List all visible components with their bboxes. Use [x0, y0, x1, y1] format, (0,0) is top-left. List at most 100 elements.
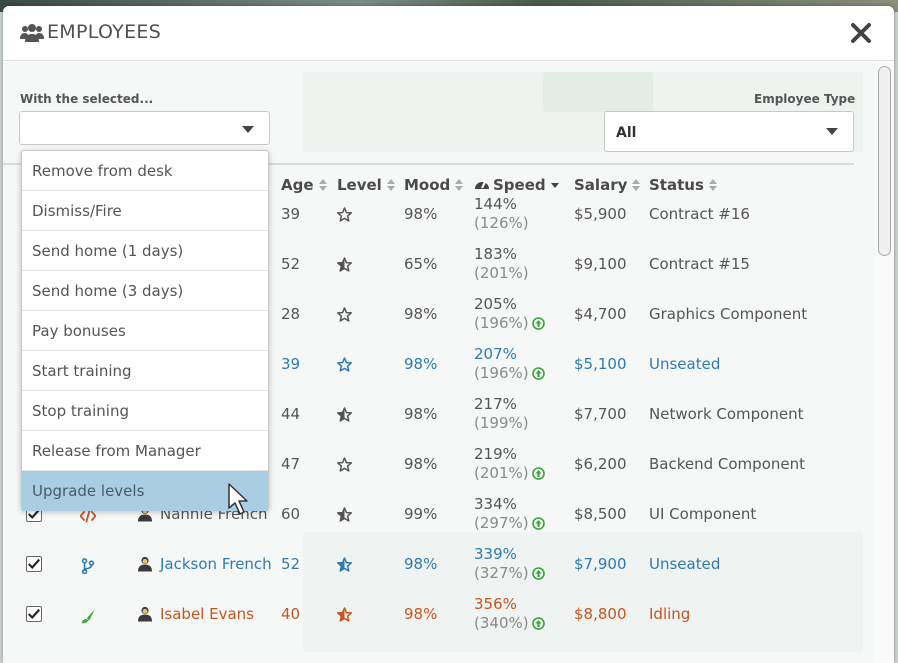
table-row[interactable]: 52 65% 183% (201%) $9,100 Contract #15 [3, 244, 854, 294]
employee-speed: 144% (126%) [474, 195, 529, 233]
speed-base: (196%) [474, 314, 529, 332]
employee-speed: 205% (196%) [474, 295, 545, 333]
speed-base: (340%) [474, 614, 529, 632]
employee-mood: 98% [404, 405, 438, 423]
checkmark-icon [28, 558, 41, 570]
employee-status: Contract #16 [649, 205, 750, 223]
row-checkbox[interactable] [26, 556, 42, 572]
speedometer-icon [475, 181, 489, 189]
branch-icon [81, 558, 95, 574]
table-row[interactable]: 28 98% 205% (196%) $4,700 Graphics Component [3, 294, 854, 344]
menu-item-send-home-3-days[interactable]: Send home (3 days) [22, 271, 268, 311]
level-star-icon [337, 407, 352, 422]
level-star-icon [337, 557, 352, 572]
menu-item-upgrade-levels[interactable]: Upgrade levels [22, 471, 268, 511]
close-icon[interactable] [849, 21, 873, 45]
employee-status: Unseated [649, 355, 721, 373]
speed-base: (199%) [474, 414, 529, 432]
level-star-icon [337, 457, 352, 472]
arrow-up-circle-icon [531, 367, 545, 380]
level-star-icon [337, 257, 352, 272]
level-star-icon [337, 307, 352, 322]
employee-mood: 98% [404, 455, 438, 473]
employee-mood: 98% [404, 355, 438, 373]
table-row[interactable]: 39 98% 144% (126%) $5,900 Contract #16 [3, 194, 854, 244]
table-row[interactable]: Isabel Evans 40 98% 356% (340%) $8,800 Idling [3, 594, 854, 644]
table-row[interactable]: 44 98% 217% (199%) $7,700 Network Component [3, 394, 854, 444]
employee-age: 28 [281, 305, 301, 323]
employee-name[interactable]: Isabel Evans [160, 605, 254, 623]
employee-avatar-icon [138, 556, 152, 572]
level-star-icon [337, 207, 352, 222]
employee-name[interactable]: Jackson French [160, 555, 272, 573]
employee-mood: 98% [404, 555, 438, 573]
table-row[interactable]: Jackson French 52 98% 339% (327%) $7,900 Unsea… [3, 544, 854, 594]
menu-item-remove-from-desk[interactable]: Remove from desk [22, 151, 268, 191]
column-header-level[interactable]: Level [337, 176, 395, 194]
speed-value: 356% [474, 595, 517, 613]
with-selected-dropdown[interactable] [19, 111, 270, 145]
employee-speed: 334% (297%) [474, 495, 545, 533]
table-row[interactable]: 39 98% 207% (196%) $5,100 Unseated [3, 344, 854, 394]
column-header-salary[interactable]: Salary [574, 176, 641, 194]
menu-item-stop-training[interactable]: Stop training [22, 391, 268, 431]
speed-value: 219% [474, 445, 517, 463]
sort-desc-icon [550, 183, 559, 188]
table-row[interactable]: 368% [3, 644, 854, 663]
speed-value: 144% [474, 195, 517, 213]
employee-speed: 356% (340%) [474, 595, 545, 633]
table-row[interactable]: 47 98% 219% (201%) $6,200 Backend Component [3, 444, 854, 494]
speed-value: 339% [474, 545, 517, 563]
column-header-speed[interactable]: Speed [474, 176, 559, 194]
employee-speed: 207% (196%) [474, 345, 545, 383]
menu-item-start-training[interactable]: Start training [22, 351, 268, 391]
users-icon [20, 24, 44, 42]
menu-item-release-from-manager[interactable]: Release from Manager [22, 431, 268, 471]
employee-mood: 98% [404, 305, 438, 323]
employee-salary: $5,900 [574, 205, 627, 223]
checkmark-icon [28, 508, 41, 520]
speed-base: (126%) [474, 214, 529, 232]
menu-item-pay-bonuses[interactable]: Pay bonuses [22, 311, 268, 351]
employee-status: Graphics Component [649, 305, 808, 323]
sort-icon [386, 179, 395, 191]
column-header-age[interactable]: Age [281, 176, 327, 194]
speed-value: 217% [474, 395, 517, 413]
employee-salary: $7,700 [574, 405, 627, 423]
employee-type-value: All [616, 125, 637, 141]
speed-value: 205% [474, 295, 517, 313]
speed-value: 183% [474, 245, 517, 263]
employee-age: 39 [281, 355, 301, 373]
arrow-up-circle-icon [531, 617, 545, 630]
with-selected-label: With the selected... [20, 92, 154, 106]
window-title: EMPLOYEES [47, 21, 162, 43]
column-header-mood[interactable]: Mood [404, 176, 464, 194]
menu-item-send-home-1-day[interactable]: Send home (1 days) [22, 231, 268, 271]
employee-type-label: Employee Type [754, 92, 856, 106]
code-icon [80, 509, 96, 523]
employee-status: Backend Component [649, 455, 805, 473]
column-header-status[interactable]: Status [649, 176, 717, 194]
speed-base: (201%) [474, 264, 529, 282]
employee-salary: $9,100 [574, 255, 627, 273]
employee-mood: 99% [404, 505, 438, 523]
table-header-divider [3, 163, 854, 165]
employee-mood: 98% [404, 205, 438, 223]
menu-item-dismiss-fire[interactable]: Dismiss/Fire [22, 191, 268, 231]
employee-age: 44 [281, 405, 301, 423]
employees-window: EMPLOYEES With the selected... Employee … [3, 6, 894, 663]
employee-type-select[interactable]: All [604, 111, 854, 152]
employee-age: 39 [281, 205, 301, 223]
employee-age: 40 [281, 605, 301, 623]
speed-base: (297%) [474, 514, 529, 532]
employee-salary: $5,100 [574, 355, 627, 373]
employee-age: 60 [281, 505, 301, 523]
employee-age: 52 [281, 255, 301, 273]
employee-speed: 339% (327%) [474, 545, 545, 583]
employee-salary: $8,500 [574, 505, 627, 523]
chevron-down-icon [826, 128, 838, 135]
employee-status: Idling [649, 605, 691, 623]
level-star-icon [337, 357, 352, 372]
scrollbar-thumb[interactable] [878, 66, 891, 256]
row-checkbox[interactable] [26, 606, 42, 622]
